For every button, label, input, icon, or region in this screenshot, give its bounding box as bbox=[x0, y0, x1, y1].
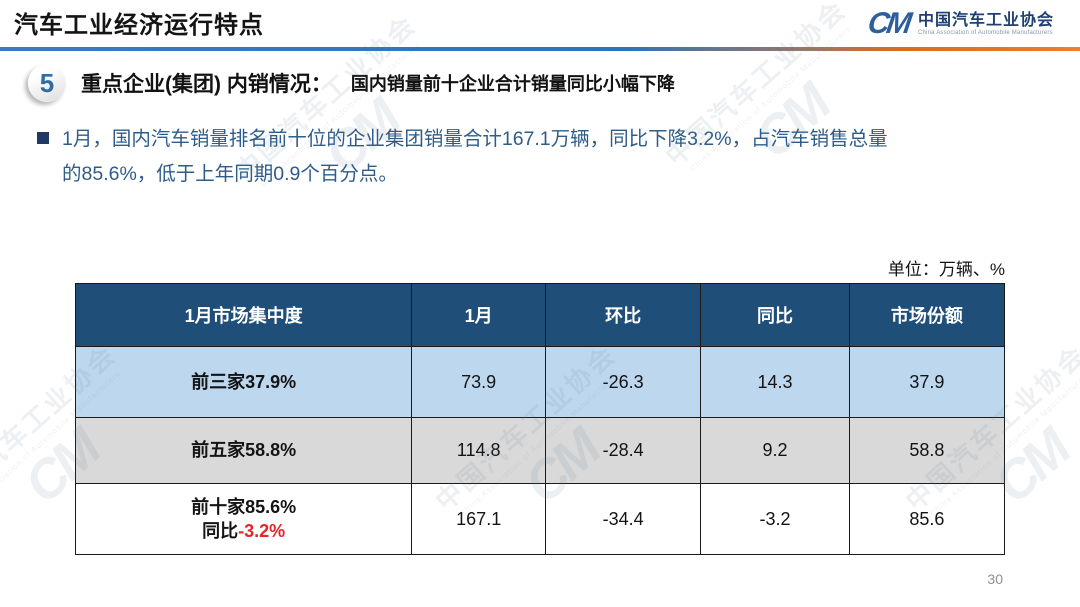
table-cell: -3.2 bbox=[700, 483, 850, 555]
title-divider bbox=[0, 47, 1080, 51]
header-concentration: 1月市场集中度 bbox=[74, 283, 413, 347]
section-number-badge: 5 bbox=[28, 64, 66, 102]
table-cell: 73.9 bbox=[411, 346, 547, 418]
table-row: 前五家58.8% 114.8 -28.4 9.2 58.8 bbox=[74, 417, 1006, 484]
section-title: 重点企业(集团) 内销情况： bbox=[81, 73, 332, 96]
table-cell: 114.8 bbox=[411, 417, 547, 484]
table-cell: 9.2 bbox=[700, 417, 850, 484]
section-subtitle: 国内销量前十企业合计销量同比小幅下降 bbox=[350, 74, 675, 94]
market-concentration-table: 1月市场集中度 1月 环比 同比 市场份额 前三家37.9% 73.9 -26.… bbox=[74, 283, 1006, 555]
summary-line-1: 1月，国内汽车销量排名前十位的企业集团销量合计167.1万辆，同比下降3.2%，… bbox=[62, 128, 888, 150]
table-cell: -34.4 bbox=[545, 483, 702, 555]
table-unit-label: 单位：万辆、% bbox=[887, 260, 1005, 279]
header-mom: 环比 bbox=[545, 283, 702, 347]
row-label: 前三家37.9% bbox=[74, 346, 413, 418]
table-cell: 85.6 bbox=[848, 483, 1006, 555]
table-cell: -26.3 bbox=[545, 346, 702, 418]
header-month: 1月 bbox=[411, 283, 547, 347]
table-cell: 167.1 bbox=[411, 483, 547, 555]
summary-paragraph: 1月，国内汽车销量排名前十位的企业集团销量合计167.1万辆，同比下降3.2%，… bbox=[37, 122, 1049, 191]
table-row: 前十家85.6% 同比-3.2% 167.1 -34.4 -3.2 85.6 bbox=[74, 483, 1006, 555]
page-number: 30 bbox=[987, 571, 1003, 587]
bullet-square-icon bbox=[37, 132, 49, 144]
org-logo: CM 中国汽车工业协会 China Association of Automob… bbox=[866, 7, 1054, 40]
summary-line-2: 的85.6%，低于上年同期0.9个百分点。 bbox=[62, 162, 398, 185]
table-cell: 37.9 bbox=[848, 346, 1006, 418]
row-label-line1: 前十家85.6% bbox=[191, 496, 297, 517]
page-title: 汽车工业经济运行特点 bbox=[14, 12, 264, 39]
table-cell: 14.3 bbox=[700, 346, 850, 418]
table-cell: 58.8 bbox=[848, 417, 1006, 484]
row-label-yoy-negative: -3.2% bbox=[238, 521, 286, 541]
row-label-line2-prefix: 同比 bbox=[202, 521, 239, 541]
cma-monogram-icon: CM bbox=[866, 7, 912, 40]
header-yoy: 同比 bbox=[700, 283, 850, 347]
table-cell: -28.4 bbox=[545, 417, 702, 484]
logo-name-en: China Association of Automobile Manufact… bbox=[917, 29, 1053, 36]
row-label: 前十家85.6% 同比-3.2% bbox=[74, 483, 413, 555]
logo-name-cn: 中国汽车工业协会 bbox=[917, 11, 1054, 29]
section-heading: 5 重点企业(集团) 内销情况： 国内销量前十企业合计销量同比小幅下降 bbox=[28, 64, 675, 102]
header-market-share: 市场份额 bbox=[848, 283, 1006, 347]
table-header-row: 1月市场集中度 1月 环比 同比 市场份额 bbox=[74, 283, 1006, 347]
table-row: 前三家37.9% 73.9 -26.3 14.3 37.9 bbox=[74, 346, 1006, 418]
row-label: 前五家58.8% bbox=[74, 417, 413, 484]
